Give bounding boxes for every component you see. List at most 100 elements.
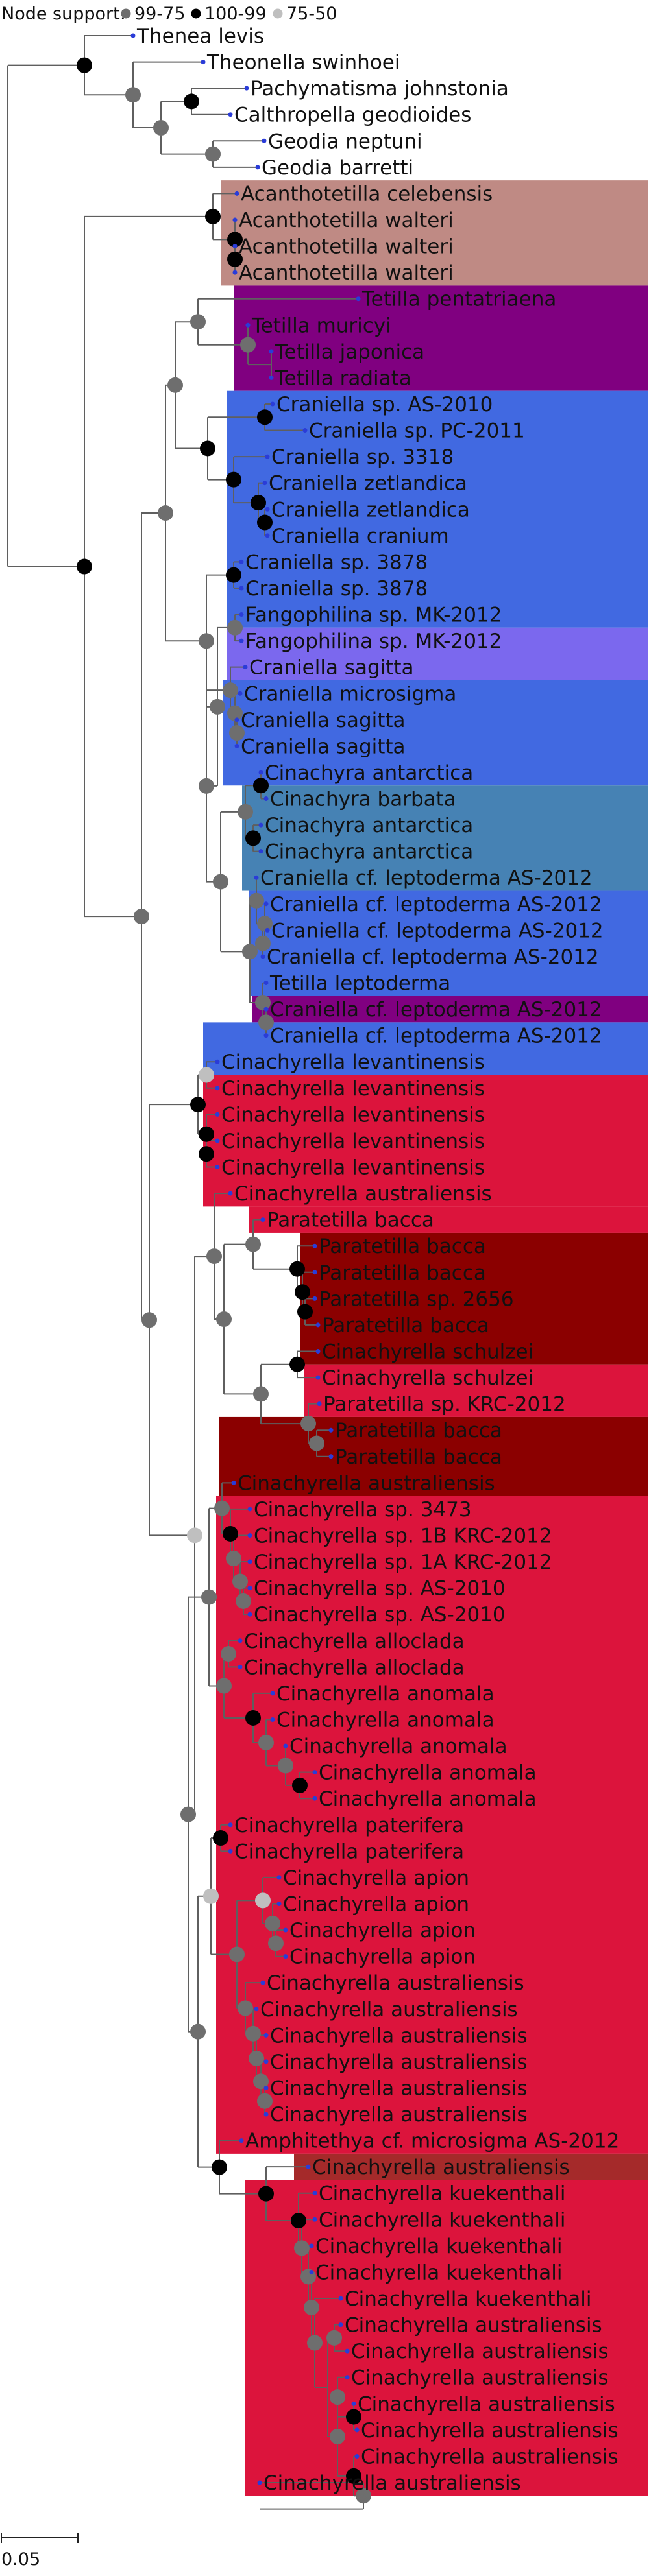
support-node-LEV2 xyxy=(199,1126,214,1142)
tip-label: Cinachyrella australiensis xyxy=(345,2314,602,2337)
tip-dot xyxy=(345,2375,350,2380)
support-node-CR1 xyxy=(257,409,273,425)
legend-dot-99-75 xyxy=(121,8,131,19)
tip-dot xyxy=(263,2059,269,2064)
clade-highlight-10 xyxy=(203,1075,648,1207)
clade-highlight-5 xyxy=(223,680,648,786)
tip-dot xyxy=(265,507,270,512)
support-node-KUa xyxy=(307,2335,323,2351)
support-node-CRz2 xyxy=(257,514,273,531)
tip-dot xyxy=(247,1612,252,1617)
legend-label-100-99: 100-99 xyxy=(204,4,267,24)
tip-dot xyxy=(263,1007,269,1012)
tip-dot xyxy=(312,1296,317,1301)
tip-dot xyxy=(315,1375,321,1380)
clade-highlight-7 xyxy=(249,890,648,996)
tip-dot xyxy=(130,33,136,38)
tip-dot xyxy=(263,2085,269,2090)
support-node-AN2 xyxy=(258,1734,274,1750)
clade-highlight-6 xyxy=(242,785,648,891)
tip-label: Cinachyrella apion xyxy=(289,1919,476,1942)
tip-label: Tetilla pentatriaena xyxy=(361,288,556,311)
tip-dot xyxy=(262,481,267,486)
tip-dot xyxy=(356,296,361,302)
clade-highlight-0 xyxy=(221,180,648,286)
tip-label: Geodia barretti xyxy=(262,156,413,180)
tip-label: Cinachyra antarctica xyxy=(265,761,473,785)
clade-highlight-8 xyxy=(252,996,648,1023)
tip-label: Cinachyrella australiensis xyxy=(270,2051,528,2074)
clade-highlight-15 xyxy=(216,1496,648,2154)
tip-dot xyxy=(244,86,249,91)
clade-highlight-14 xyxy=(219,1416,648,1496)
support-node-AU1d xyxy=(232,1573,248,1590)
support-node-KU3 xyxy=(294,2240,310,2256)
support-node-CRl3 xyxy=(255,935,271,951)
support-node-PB6 xyxy=(289,1356,305,1372)
tip-dot xyxy=(258,849,263,854)
tip-label: Cinachyrella paterifera xyxy=(234,1840,464,1863)
tip-label: Cinachyra antarctica xyxy=(265,841,473,864)
support-node-CR35 xyxy=(226,567,241,583)
tip-label: Paratetilla sp. 2656 xyxy=(319,1287,514,1311)
support-node-CRs2 xyxy=(227,705,243,721)
support-node-AU2 xyxy=(216,1678,232,1694)
tip-label: Craniella cf. leptoderma AS-2012 xyxy=(260,866,593,890)
tip-dot xyxy=(215,1138,220,1143)
tip-label: Craniella sagitta xyxy=(249,656,414,680)
support-node-LEV xyxy=(190,1097,206,1113)
tip-label: Cinachyrella sp. AS-2010 xyxy=(254,1577,506,1601)
tip-label: Cinachyrella australiensis xyxy=(270,2077,528,2100)
support-node-A4 xyxy=(184,93,199,110)
support-node-CR3 xyxy=(199,633,214,649)
tip-dot xyxy=(309,2269,314,2274)
tip-dot xyxy=(234,717,239,722)
support-node-B3 xyxy=(158,505,173,521)
tip-dot xyxy=(283,1927,288,1933)
tip-dot xyxy=(247,1559,252,1564)
tip-label: Craniella microsigma xyxy=(244,682,456,706)
tip-dot xyxy=(238,691,243,696)
tip-dot xyxy=(215,1059,220,1064)
tip-dot xyxy=(263,796,269,802)
support-node-A_w2 xyxy=(227,251,243,267)
support-node-LEV1 xyxy=(199,1067,214,1083)
tip-dot xyxy=(276,1901,282,1906)
support-node-AP xyxy=(203,1888,219,1904)
support-node-AU1b xyxy=(223,1525,238,1542)
tip-label: Craniella cf. leptoderma AS-2012 xyxy=(271,919,604,942)
tip-dot xyxy=(245,322,251,328)
tip-label: Cinachyrella australiensis xyxy=(351,2367,609,2390)
support-node-AU1 xyxy=(201,1589,217,1605)
tip-label: Cinachyrella anomala xyxy=(319,1787,537,1811)
support-node-AP5 xyxy=(265,1915,280,1931)
tip-label: Craniella sagitta xyxy=(241,709,406,732)
support-node-KU xyxy=(258,2186,274,2202)
support-node-A2 xyxy=(125,87,141,103)
support-node-AP6 xyxy=(268,1935,284,1951)
tip-label: Paratetilla bacca xyxy=(267,1209,434,1232)
support-node-CR6 xyxy=(213,874,228,890)
support-node-CRz xyxy=(251,495,266,511)
tip-label: Cinachyrella sp. AS-2010 xyxy=(254,1603,506,1627)
tip-label: Cinachyrella apion xyxy=(283,1892,469,1916)
support-node-AN xyxy=(245,1710,261,1726)
support-node-AU1e xyxy=(236,1593,251,1609)
tip-dot xyxy=(263,2112,269,2117)
support-node-AP4 xyxy=(238,2000,253,2016)
support-node-CNA xyxy=(238,804,253,820)
support-node-CR_F xyxy=(227,619,243,636)
tip-dot xyxy=(315,1349,321,1354)
support-node-AUy xyxy=(330,2389,345,2405)
tip-label: Cinachyrella levantinensis xyxy=(221,1130,485,1153)
tip-dot xyxy=(338,2296,343,2301)
clade-highlight-4 xyxy=(227,627,648,680)
tip-label: Craniella zetlandica xyxy=(269,472,467,495)
tip-label: Cinachyra antarctica xyxy=(265,814,473,837)
support-node-B4 xyxy=(167,377,183,393)
support-node-PB xyxy=(206,1248,222,1265)
tip-label: Fangophilina sp. MK-2012 xyxy=(245,604,502,627)
tip-dot xyxy=(243,665,248,670)
tip-dot xyxy=(265,927,270,933)
tip-label: Cinachyrella apion xyxy=(283,1866,469,1890)
